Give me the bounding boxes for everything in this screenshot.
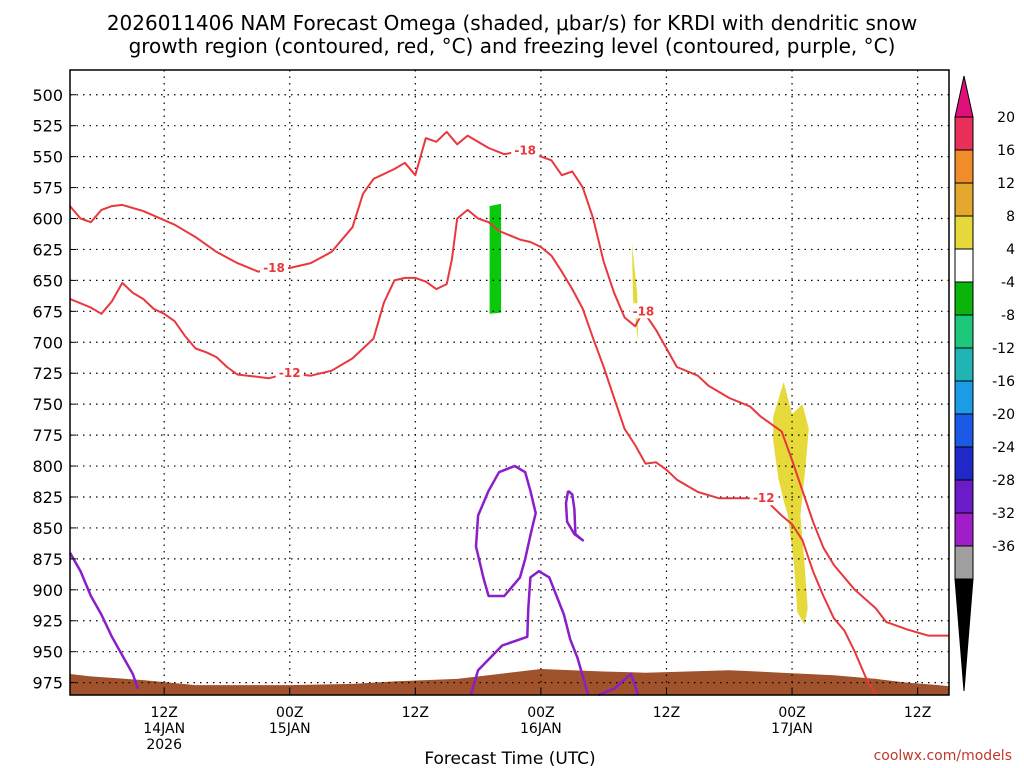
colorbar-label-5: 4: [1006, 242, 1015, 258]
y-tick-label-650: 650: [32, 271, 63, 290]
contour-label--18-2: -18: [514, 143, 536, 157]
colorbar-segment-3: [954, 182, 974, 217]
y-tick-label-875: 875: [32, 550, 63, 569]
y-tick-label-925: 925: [32, 612, 63, 631]
isotherm-line--18: [69, 130, 949, 637]
contour-label--12-1: -12: [279, 366, 301, 380]
x-tick-label-54-1: 12Z: [653, 705, 680, 721]
x-tick-label-42-1: 00Z: [527, 705, 554, 721]
y-tick-label-950: 950: [32, 643, 63, 662]
y-axis: 500 525 550 575 600 625 650 675 700 725 750 775 800 8…: [32, 86, 76, 693]
x-axis-title: Forecast Time (UTC): [424, 749, 595, 768]
colorbar-label-14: -36: [992, 539, 1015, 555]
colorbar-label-7: -8: [1001, 308, 1015, 324]
omega-patch-3: [773, 381, 809, 625]
colorbar-label-12: -28: [992, 473, 1015, 489]
y-tick-label-850: 850: [32, 519, 63, 538]
freezing-level-line-1: [68, 552, 140, 690]
freezing-level-line-3: [469, 569, 590, 696]
x-tick-label-30-1: 12Z: [402, 705, 429, 721]
colorbar-segment-9: [954, 380, 974, 415]
colorbar-label-3: 12: [997, 176, 1015, 192]
colorbar-segment-1: [954, 116, 974, 151]
omega-patch-1: [489, 203, 502, 314]
contour-label-bg--18-2: [511, 142, 540, 158]
colorbar-segment-7: [954, 314, 974, 349]
x-tick-label-18-2: 15JAN: [269, 721, 311, 737]
isotherm-layer: [69, 130, 949, 696]
x-tick-label-66-2: 17JAN: [771, 721, 813, 737]
y-tick-label-675: 675: [32, 302, 63, 321]
colorbar-segment-12: [954, 479, 974, 514]
y-tick-label-600: 600: [32, 210, 63, 229]
terrain-layer: [70, 669, 949, 695]
grid-layer: [70, 70, 949, 695]
credit-text[interactable]: coolwx.com/models: [874, 748, 1012, 764]
y-tick-label-825: 825: [32, 488, 63, 507]
x-tick-label-6-3: 2026: [146, 737, 182, 753]
y-tick-label-550: 550: [32, 148, 63, 167]
chart-title-line-1: 2026011406 NAM Forecast Omega (shaded, μ…: [107, 11, 917, 35]
colorbar-segment-4: [954, 215, 974, 250]
contour-label--18-3: -18: [633, 304, 655, 318]
colorbar-label-6: -4: [1001, 275, 1015, 291]
y-tick-label-900: 900: [32, 581, 63, 600]
colorbar-label-9: -16: [992, 374, 1015, 390]
omega-shading-layer: [489, 203, 809, 625]
x-tick-label-66-1: 00Z: [778, 705, 805, 721]
y-tick-label-800: 800: [32, 457, 63, 476]
x-tick-label-6-1: 12Z: [150, 705, 177, 721]
plot-frame: [69, 69, 950, 696]
y-tick-label-775: 775: [32, 426, 63, 445]
contour-label--18-1: -18: [263, 261, 285, 275]
y-tick-label-975: 975: [32, 674, 63, 693]
colorbar: 20 16 12 8 4 -4 -8 -12 -16 -20 -24 -28 -32 -36: [954, 75, 1015, 692]
colorbar-segment-13: [954, 512, 974, 547]
y-tick-label-700: 700: [32, 333, 63, 352]
colorbar-segment-10: [954, 413, 974, 448]
x-tick-label-6-2: 14JAN: [143, 721, 185, 737]
x-tick-label-78-1: 12Z: [904, 705, 931, 721]
chart-title-line-2: growth region (contoured, red, °C) and f…: [129, 34, 896, 58]
freezing-level-line-2: [474, 464, 537, 598]
colorbar-segment-11: [954, 446, 974, 481]
freezing-level-line-5: [597, 672, 640, 697]
colorbar-label-2: 16: [997, 143, 1015, 159]
contour-label-bg--18-1: [260, 260, 289, 276]
colorbar-label-4: 8: [1006, 209, 1015, 225]
contour-label-bg--12-1: [275, 365, 304, 381]
x-tick-label-42-2: 16JAN: [520, 721, 562, 737]
y-tick-label-525: 525: [32, 117, 63, 136]
colorbar-label-8: -12: [992, 341, 1015, 357]
colorbar-segment-6: [954, 281, 974, 316]
colorbar-label-10: -20: [992, 407, 1015, 423]
colorbar-label-1: 20: [997, 110, 1015, 126]
colorbar-label-11: -24: [992, 440, 1015, 456]
y-tick-label-500: 500: [32, 86, 63, 105]
isotherm-line--12: [69, 208, 877, 696]
y-tick-label-575: 575: [32, 179, 63, 198]
terrain-area: [70, 669, 949, 695]
freezing-level-line-4: [564, 489, 585, 542]
y-tick-label-725: 725: [32, 364, 63, 383]
contour-label-bg--18-3: [629, 303, 658, 319]
colorbar-segment-14: [954, 545, 974, 580]
y-tick-label-625: 625: [32, 240, 63, 259]
contour-label-layer: -18 -18 -18 -12 -12: [260, 142, 778, 506]
x-tick-label-18-1: 00Z: [276, 705, 303, 721]
colorbar-segment-2: [954, 149, 974, 184]
colorbar-segment-5: [954, 248, 974, 283]
contour-label--12-2: -12: [753, 491, 775, 505]
colorbar-label-13: -32: [992, 506, 1015, 522]
omega-patch-2: [631, 243, 639, 343]
colorbar-segment-8: [954, 347, 974, 382]
freezing-level-layer: [68, 464, 640, 697]
colorbar-bottom-arrow: [954, 578, 974, 692]
contour-label-bg--12-2: [749, 490, 778, 506]
colorbar-top-arrow: [954, 75, 974, 118]
y-tick-label-750: 750: [32, 395, 63, 414]
